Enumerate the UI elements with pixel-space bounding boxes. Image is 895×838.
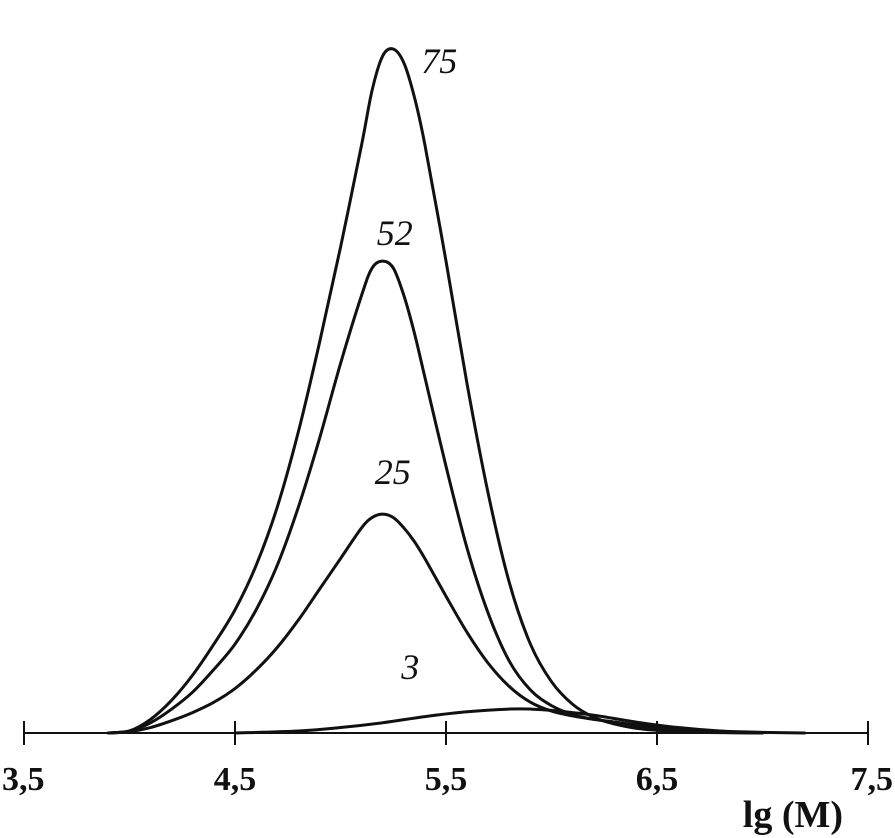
series-label-3: 3 <box>400 647 419 687</box>
x-tick-label-3: 6,5 <box>636 761 679 798</box>
series-label-52: 52 <box>377 213 413 253</box>
x-tick-labels: 3,5 4,5 5,5 6,5 7,5 <box>2 761 893 798</box>
x-tick-label-4: 7,5 <box>851 761 894 798</box>
x-ticks <box>23 721 869 745</box>
series-curve-75 <box>106 47 764 735</box>
x-axis-title: lg (M) <box>743 794 843 836</box>
series-curve-3 <box>233 707 807 735</box>
series-label-75: 75 <box>421 41 457 81</box>
series-label-25: 25 <box>375 452 411 492</box>
x-tick-label-0: 3,5 <box>2 761 45 798</box>
x-tick-label-1: 4,5 <box>214 761 257 798</box>
series-labels: 75 52 25 3 <box>375 41 458 687</box>
series-curve-25 <box>106 512 764 735</box>
curves-layer <box>106 47 807 735</box>
x-tick-label-2: 5,5 <box>425 761 468 798</box>
series-curve-52 <box>106 259 764 735</box>
